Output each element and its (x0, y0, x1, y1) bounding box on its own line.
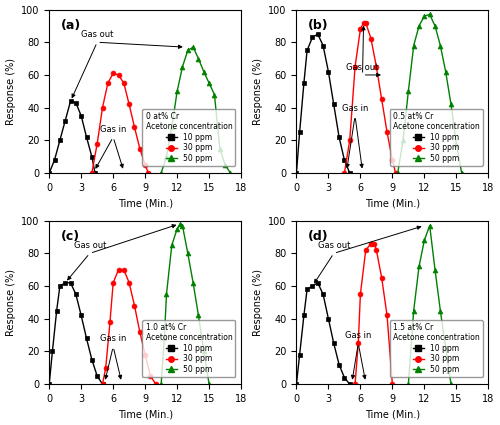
Text: Gas out: Gas out (318, 241, 350, 250)
Text: Gas in: Gas in (100, 125, 126, 134)
Text: (b): (b) (308, 20, 328, 32)
Y-axis label: Response (%): Response (%) (253, 269, 263, 336)
Text: (d): (d) (308, 230, 328, 244)
Y-axis label: Response (%): Response (%) (253, 58, 263, 125)
Y-axis label: Response (%): Response (%) (6, 269, 16, 336)
Text: Gas in: Gas in (345, 331, 372, 340)
Legend: 10 ppm, 30 ppm, 50 ppm: 10 ppm, 30 ppm, 50 ppm (390, 320, 482, 377)
Text: Gas out: Gas out (74, 241, 106, 250)
Text: (a): (a) (60, 20, 81, 32)
Text: Gas in: Gas in (342, 104, 368, 113)
Text: Gas out: Gas out (81, 30, 114, 39)
Text: (c): (c) (60, 230, 80, 244)
Legend: 10 ppm, 30 ppm, 50 ppm: 10 ppm, 30 ppm, 50 ppm (142, 320, 236, 377)
Text: Gas in: Gas in (100, 334, 126, 343)
Y-axis label: Response (%): Response (%) (6, 58, 16, 125)
X-axis label: Time (Min.): Time (Min.) (118, 409, 172, 419)
X-axis label: Time (Min.): Time (Min.) (365, 409, 420, 419)
Text: Gas out: Gas out (346, 62, 378, 72)
Legend: 10 ppm, 30 ppm, 50 ppm: 10 ppm, 30 ppm, 50 ppm (390, 109, 482, 166)
X-axis label: Time (Min.): Time (Min.) (118, 198, 172, 208)
Legend: 10 ppm, 30 ppm, 50 ppm: 10 ppm, 30 ppm, 50 ppm (142, 109, 236, 166)
X-axis label: Time (Min.): Time (Min.) (365, 198, 420, 208)
